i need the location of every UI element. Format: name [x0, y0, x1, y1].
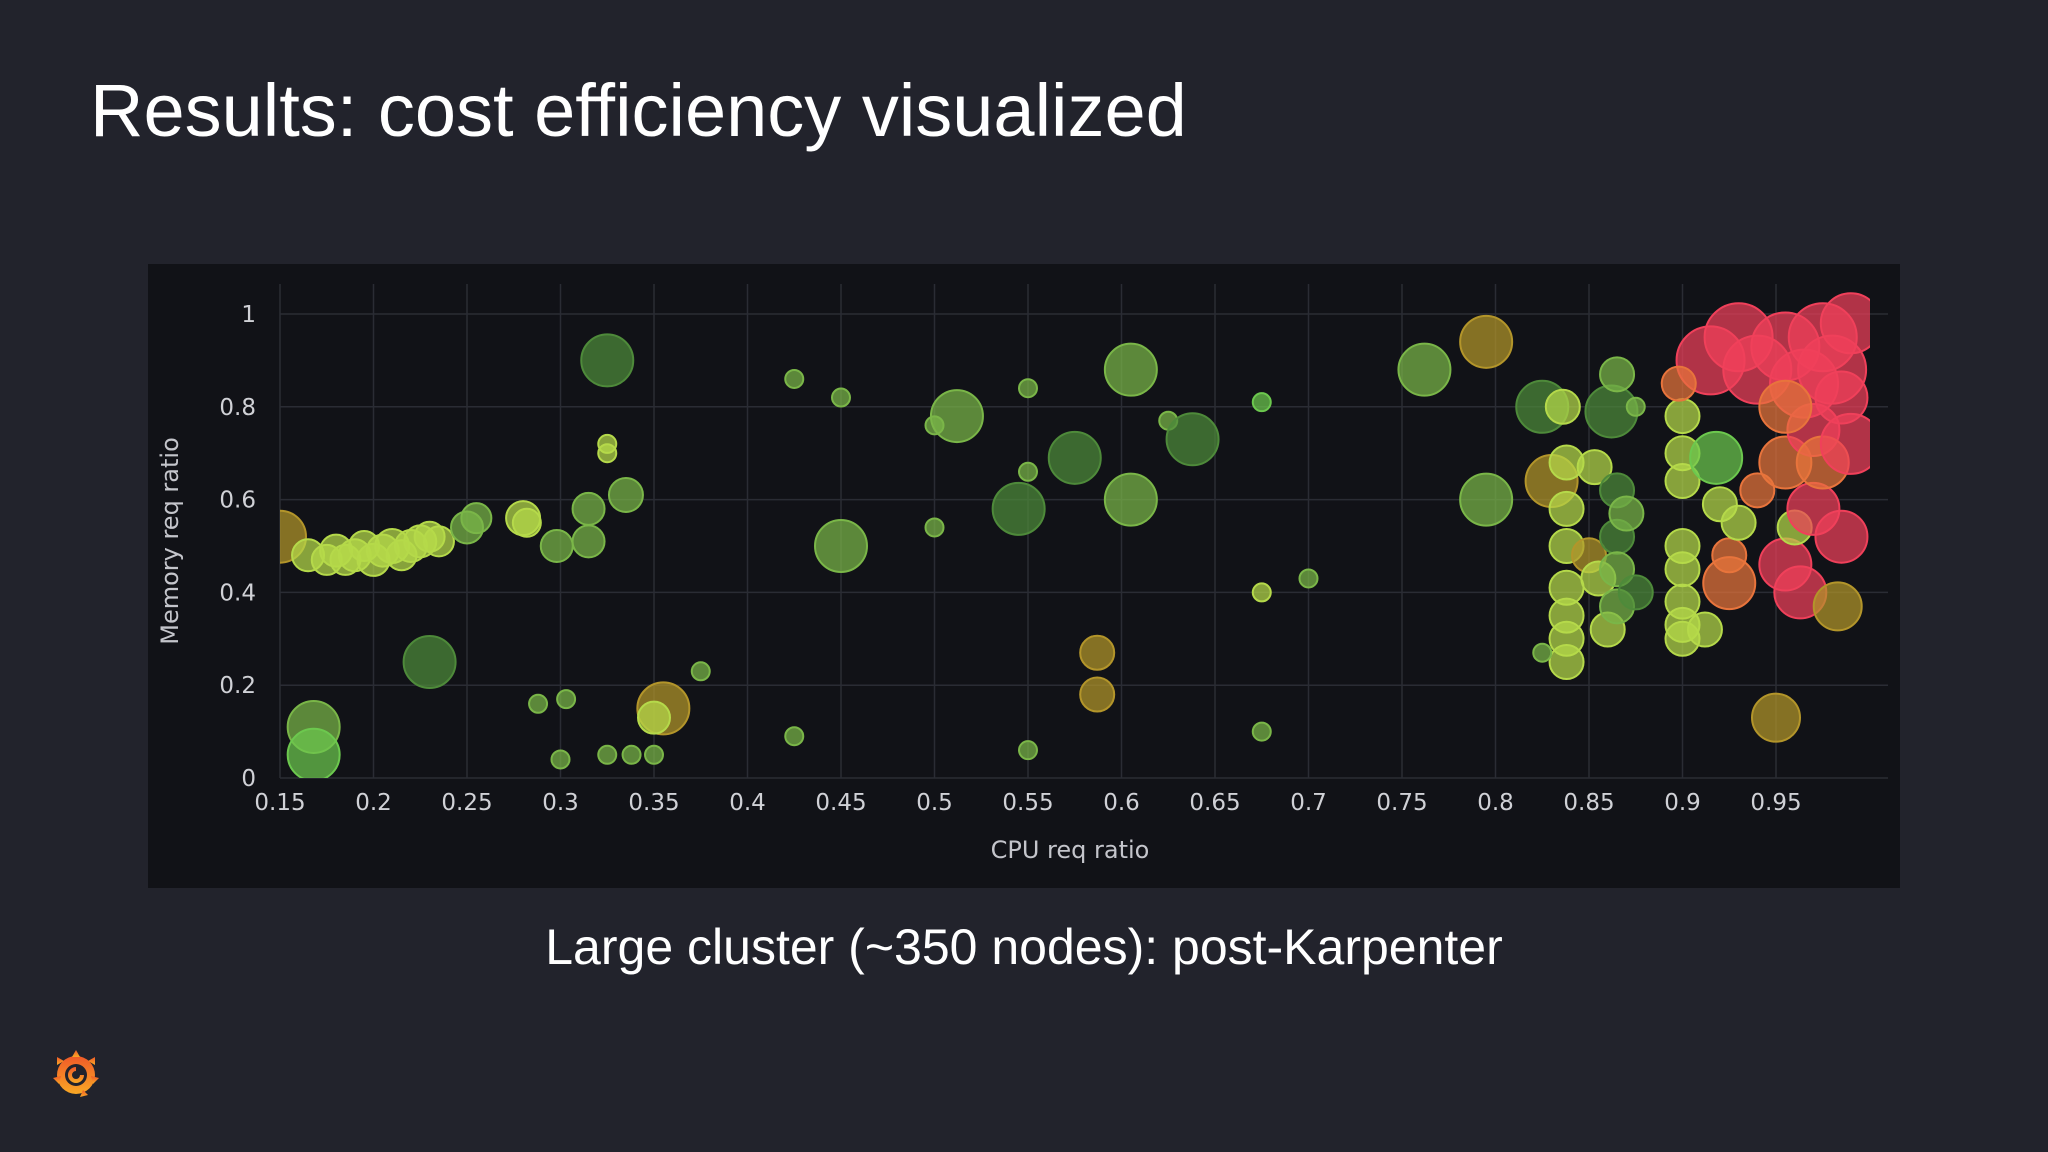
scatter-point[interactable]: [1814, 509, 1869, 564]
scatter-point[interactable]: [1664, 551, 1701, 588]
scatter-point[interactable]: [1686, 611, 1723, 648]
scatter-point[interactable]: [580, 333, 635, 388]
scatter-point[interactable]: [924, 517, 945, 538]
tick-labels: 0.15 0.2 0.25 0.3 0.35 0.4 0.45 0.5 0.55 0.6 0.65 0…: [219, 302, 1801, 816]
x-tick-label: 0.9: [1664, 790, 1701, 816]
scatter-point[interactable]: [556, 689, 577, 710]
scatter-point[interactable]: [1018, 461, 1038, 482]
scatter-point[interactable]: [1079, 634, 1116, 671]
scatter-point[interactable]: [1751, 692, 1801, 743]
scatter-point[interactable]: [550, 749, 571, 770]
scatter-point[interactable]: [402, 635, 457, 689]
scatter-point[interactable]: [1018, 378, 1038, 399]
scatter-point[interactable]: [571, 491, 606, 526]
x-tick-label: 0.4: [729, 790, 766, 816]
scatter-point[interactable]: [528, 693, 549, 714]
scatter-point[interactable]: [1165, 412, 1220, 467]
scatter-chart-panel: 0.15 0.2 0.25 0.3 0.35 0.4 0.45 0.5 0.55 0.6 0.65 0…: [148, 264, 1900, 888]
x-tick-label: 0.3: [542, 790, 579, 816]
scatter-point[interactable]: [1812, 581, 1863, 632]
scatter-point[interactable]: [621, 744, 642, 765]
scatter-point[interactable]: [460, 502, 493, 535]
scatter-point[interactable]: [1459, 472, 1514, 527]
scatter-point[interactable]: [1103, 472, 1158, 527]
scatter-point[interactable]: [511, 507, 542, 538]
scatter-point[interactable]: [1660, 365, 1697, 402]
scatter-point[interactable]: [1251, 582, 1272, 603]
scatter-point[interactable]: [991, 481, 1046, 536]
scatter-point[interactable]: [1689, 430, 1744, 485]
scatter-point[interactable]: [1544, 388, 1581, 425]
scatter-point[interactable]: [1548, 644, 1585, 680]
x-axis-title: CPU req ratio: [991, 836, 1150, 864]
scatter-point[interactable]: [1459, 314, 1514, 369]
scatter-point[interactable]: [644, 744, 664, 765]
y-tick-label: 0.6: [219, 488, 256, 514]
scatter-point[interactable]: [1018, 740, 1038, 761]
scatter-point[interactable]: [831, 387, 851, 408]
scatter-chart: 0.15 0.2 0.25 0.3 0.35 0.4 0.45 0.5 0.55 0.6 0.65 0…: [156, 284, 1888, 864]
y-tick-label: 0.2: [219, 673, 256, 699]
scatter-point[interactable]: [422, 525, 455, 558]
x-tick-label: 0.75: [1376, 790, 1427, 816]
x-tick-label: 0.7: [1290, 790, 1327, 816]
scatter-point[interactable]: [597, 443, 618, 464]
x-tick-label: 0.95: [1750, 790, 1801, 816]
scatter-point[interactable]: [1664, 398, 1701, 435]
x-tick-label: 0.15: [254, 790, 305, 816]
y-tick-label: 1: [241, 302, 256, 328]
scatter-point[interactable]: [539, 529, 574, 563]
x-tick-label: 0.85: [1563, 790, 1614, 816]
scatter-point[interactable]: [784, 726, 805, 747]
x-tick-label: 0.25: [441, 790, 492, 816]
scatter-point[interactable]: [1298, 568, 1319, 589]
slide-title: Results: cost efficiency visualized: [90, 69, 1187, 152]
scatter-point[interactable]: [814, 519, 868, 573]
scatter-point[interactable]: [607, 476, 644, 513]
x-tick-label: 0.2: [355, 790, 392, 816]
scatter-point[interactable]: [1608, 495, 1645, 532]
x-tick-label: 0.55: [1002, 790, 1053, 816]
scatter-point[interactable]: [1720, 504, 1757, 541]
scatter-point[interactable]: [1739, 472, 1776, 509]
x-tick-label: 0.5: [916, 790, 953, 816]
x-tick-label: 0.65: [1189, 790, 1240, 816]
y-tick-label: 0: [241, 766, 256, 792]
x-tick-label: 0.45: [815, 790, 866, 816]
scatter-point[interactable]: [1532, 642, 1553, 663]
scatter-point[interactable]: [1576, 449, 1613, 486]
scatter-point[interactable]: [784, 368, 805, 389]
scatter-point[interactable]: [1664, 463, 1701, 500]
scatter-point[interactable]: [1047, 430, 1102, 485]
scatter-point[interactable]: [1599, 356, 1636, 393]
grafana-logo-icon: [53, 1050, 99, 1097]
scatter-point[interactable]: [1819, 412, 1881, 475]
y-tick-label: 0.8: [219, 395, 256, 421]
scatter-point[interactable]: [1702, 556, 1757, 611]
x-tick-label: 0.35: [628, 790, 679, 816]
scatter-point[interactable]: [1758, 379, 1813, 434]
slide-caption: Large cluster (~350 nodes): post-Karpent…: [545, 919, 1503, 975]
scatter-point[interactable]: [1251, 392, 1272, 413]
scatter-point[interactable]: [571, 524, 606, 559]
scatter-point[interactable]: [1617, 574, 1654, 611]
y-tick-label: 0.4: [219, 580, 256, 606]
scatter-point[interactable]: [637, 700, 671, 735]
scatter-point[interactable]: [1251, 721, 1272, 742]
scatter-point[interactable]: [1625, 396, 1646, 417]
scatter-point[interactable]: [929, 389, 984, 444]
data-points: [280, 292, 1881, 781]
scatter-point[interactable]: [1079, 676, 1116, 713]
scatter-point[interactable]: [1548, 490, 1585, 527]
y-axis-title: Memory req ratio: [156, 437, 184, 645]
scatter-point[interactable]: [597, 744, 618, 765]
scatter-point[interactable]: [1819, 292, 1881, 355]
scatter-point[interactable]: [286, 727, 341, 781]
scatter-point[interactable]: [690, 661, 711, 682]
scatter-point[interactable]: [1103, 342, 1158, 397]
scatter-point[interactable]: [1397, 342, 1452, 397]
x-tick-label: 0.6: [1103, 790, 1140, 816]
x-tick-label: 0.8: [1477, 790, 1514, 816]
